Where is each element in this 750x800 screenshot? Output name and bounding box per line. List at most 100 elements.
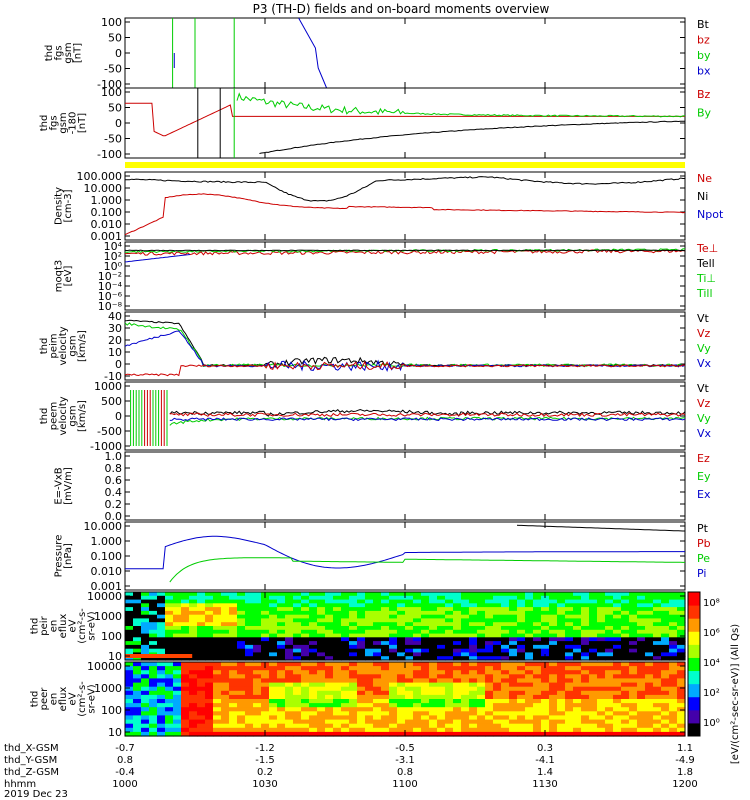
spectrogram-cell bbox=[557, 703, 566, 708]
spectrogram-cell bbox=[189, 622, 198, 627]
spectrogram-cell bbox=[413, 622, 422, 627]
spectrogram-cell bbox=[501, 723, 510, 729]
colorbar-tick: 10⁰ bbox=[703, 718, 720, 729]
spectrogram-cell bbox=[645, 641, 654, 646]
spectrogram-cell bbox=[205, 633, 214, 638]
spectrogram-cell bbox=[597, 690, 606, 696]
ylabel-line: thd bbox=[44, 45, 55, 62]
spectrogram-cell bbox=[597, 727, 606, 733]
spectrogram-cell bbox=[381, 641, 390, 646]
spectrogram-cell bbox=[589, 618, 598, 623]
spectrogram-cell bbox=[365, 719, 374, 725]
spectrogram-cell bbox=[397, 652, 406, 657]
spectrogram-cell bbox=[669, 690, 678, 696]
spectrogram-cell bbox=[325, 607, 334, 612]
spectrogram-cell bbox=[461, 719, 470, 725]
spectrogram-cell bbox=[365, 674, 374, 679]
spectrogram-cell bbox=[597, 614, 606, 620]
spectrogram-cell bbox=[181, 727, 190, 733]
spectrogram-cell bbox=[285, 711, 294, 716]
spectrogram-cell bbox=[213, 610, 222, 616]
spectrogram-cell bbox=[629, 622, 638, 627]
spectrogram-cell bbox=[573, 618, 582, 623]
spectrogram-cell bbox=[381, 592, 390, 597]
spectrogram-cell bbox=[397, 719, 406, 725]
spectrogram-cell bbox=[589, 662, 598, 667]
spectrogram-cell bbox=[277, 699, 286, 704]
spectrogram-cell bbox=[237, 633, 246, 638]
spectrogram-cell bbox=[213, 727, 222, 733]
spectrogram-cell bbox=[269, 652, 278, 657]
spectrogram-cell bbox=[581, 666, 590, 671]
spectrogram-cell bbox=[493, 682, 502, 688]
spectrogram-cell bbox=[573, 644, 582, 650]
spectrogram-cell bbox=[341, 629, 350, 635]
spectrogram-cell bbox=[565, 662, 574, 667]
spectrogram-cell bbox=[429, 599, 438, 604]
spectrogram-cell bbox=[309, 723, 318, 729]
spectrogram-cell bbox=[349, 629, 358, 635]
spectrogram-cell bbox=[317, 707, 326, 712]
spectrogram-cell bbox=[461, 607, 470, 612]
spectrogram-cell bbox=[613, 641, 622, 646]
spectrogram-cell bbox=[429, 707, 438, 712]
spectrogram-cell bbox=[357, 662, 366, 667]
spectrogram-cell bbox=[213, 690, 222, 696]
spectrogram-cell bbox=[405, 622, 414, 627]
panel-density: 100.00010.0001.0000.1000.0100.001Density… bbox=[53, 170, 724, 243]
spectrogram-cell bbox=[557, 599, 566, 604]
spectrogram-cell bbox=[181, 641, 190, 646]
spectrogram-cell bbox=[317, 637, 326, 642]
spectrogram-cell bbox=[253, 637, 262, 642]
spectrogram-cell bbox=[405, 629, 414, 635]
spectrogram-cell bbox=[421, 682, 430, 688]
spectrogram-cell bbox=[453, 622, 462, 627]
spectrogram-cell bbox=[549, 686, 558, 692]
spectrogram-cell bbox=[461, 707, 470, 712]
spectrogram-cell bbox=[229, 707, 238, 712]
spectrogram-cell bbox=[445, 674, 454, 679]
spectrogram-cell bbox=[325, 641, 334, 646]
spectrogram-cell bbox=[293, 662, 302, 667]
spectrogram-cell bbox=[397, 599, 406, 604]
spectrogram-cell bbox=[661, 719, 670, 725]
spectrogram-cell bbox=[645, 633, 654, 638]
spectrogram-cell bbox=[349, 707, 358, 712]
spectrogram-cell bbox=[189, 670, 198, 675]
spectrogram-cell bbox=[197, 694, 206, 700]
spectrogram-cell bbox=[525, 656, 534, 661]
spectrogram-cell bbox=[245, 723, 254, 729]
spectrogram-cell bbox=[653, 656, 662, 661]
spectrogram-cell bbox=[141, 666, 150, 671]
spectrogram-cell bbox=[629, 670, 638, 675]
spectrogram-cell bbox=[125, 641, 134, 646]
spectrogram-cell bbox=[589, 610, 598, 616]
y-tick-label: 10 bbox=[108, 726, 122, 739]
spectrogram-cell bbox=[477, 682, 486, 688]
spectrogram-cell bbox=[173, 703, 182, 708]
spectrogram-cell bbox=[293, 666, 302, 671]
spectrogram-cell bbox=[325, 622, 334, 627]
spectrogram-cell bbox=[637, 723, 646, 729]
spectrogram-cell bbox=[149, 711, 158, 716]
spectrogram-cell bbox=[549, 727, 558, 733]
series-te-perp bbox=[124, 249, 686, 256]
spectrogram-cell bbox=[661, 652, 670, 657]
spectrogram-cell bbox=[325, 633, 334, 638]
spectrogram-cell bbox=[181, 626, 190, 631]
spectrogram-cell bbox=[613, 644, 622, 650]
spectrogram-cell bbox=[285, 707, 294, 712]
spectrogram-cell bbox=[165, 731, 174, 737]
spectrogram-cell bbox=[517, 670, 526, 675]
spectrogram-cell bbox=[309, 690, 318, 696]
spectrogram-cell bbox=[157, 682, 166, 688]
series-bt bbox=[259, 120, 686, 154]
spectrogram-cell bbox=[229, 711, 238, 716]
spectrogram-cell bbox=[429, 656, 438, 661]
spectrogram-cell bbox=[541, 719, 550, 725]
spectrogram-cell bbox=[221, 731, 230, 737]
spectrogram-cell bbox=[373, 731, 382, 737]
spectrogram-cell bbox=[157, 648, 166, 654]
spectrogram-cell bbox=[125, 656, 134, 661]
spectrogram-cell bbox=[653, 599, 662, 604]
